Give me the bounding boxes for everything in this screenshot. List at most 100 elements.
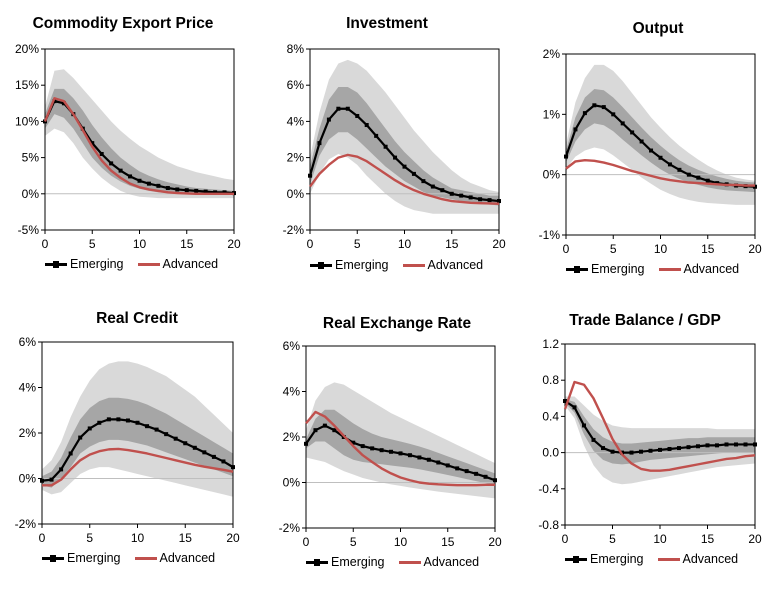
legend-label-advanced: Advanced	[683, 262, 740, 276]
y-tick-label: 0%	[19, 472, 37, 486]
data-point-emerging	[165, 186, 170, 191]
chart-legend: Emerging Advanced	[565, 552, 738, 566]
data-point-emerging	[332, 428, 337, 433]
x-tick-label: 0	[563, 242, 570, 256]
chart-legend: Emerging Advanced	[42, 551, 215, 565]
data-point-emerging	[313, 428, 318, 433]
legend-swatch-advanced	[134, 556, 157, 560]
data-point-emerging	[364, 123, 369, 128]
chart-legend: Emerging Advanced	[306, 555, 479, 569]
x-tick-label: 5	[354, 237, 361, 251]
x-tick-label: 15	[180, 237, 194, 251]
data-point-emerging	[336, 106, 341, 111]
data-point-emerging	[648, 448, 653, 453]
data-point-emerging	[455, 466, 460, 471]
legend-swatch-emerging	[565, 555, 587, 563]
data-point-emerging	[686, 445, 691, 450]
y-tick-label: 0%	[22, 187, 40, 201]
y-tick-label: 1.2	[542, 337, 559, 351]
x-tick-label: 20	[488, 535, 502, 549]
y-tick-label: -0.4	[538, 482, 559, 496]
legend-label-advanced: Advanced	[427, 258, 484, 272]
data-point-emerging	[360, 444, 365, 449]
data-point-emerging	[629, 450, 634, 455]
legend-label-emerging: Emerging	[590, 552, 644, 566]
x-tick-label: 5	[89, 237, 96, 251]
data-point-emerging	[355, 113, 360, 118]
data-point-emerging	[753, 184, 757, 189]
data-point-emerging	[407, 453, 412, 458]
series-line-advanced	[42, 447, 234, 487]
data-point-emerging	[667, 162, 672, 167]
data-point-emerging	[734, 442, 738, 447]
legend-label-advanced: Advanced	[423, 555, 480, 569]
data-point-emerging	[572, 405, 577, 410]
data-point-emerging	[175, 187, 180, 192]
data-point-emerging	[564, 154, 568, 159]
y-tick-label: -2%	[15, 517, 37, 531]
x-tick-label: 20	[227, 237, 241, 251]
y-tick-label: 4%	[283, 385, 301, 399]
y-tick-label: -2%	[283, 223, 305, 237]
x-tick-label: 0	[562, 532, 569, 546]
data-point-emerging	[483, 474, 488, 479]
data-point-emerging	[183, 441, 188, 446]
data-point-emerging	[326, 117, 331, 122]
chart-title: Trade Balance / GDP	[569, 312, 721, 329]
data-point-emerging	[49, 477, 54, 482]
y-tick-label: 6%	[19, 335, 37, 349]
legend-label-advanced: Advanced	[682, 552, 739, 566]
data-point-emerging	[436, 460, 441, 465]
legend-label-advanced: Advanced	[159, 551, 216, 565]
data-point-emerging	[445, 463, 450, 468]
data-point-emerging	[383, 144, 388, 149]
data-point-emerging	[686, 172, 691, 177]
x-tick-label: 15	[441, 535, 455, 549]
data-point-emerging	[417, 455, 422, 460]
x-tick-label: 5	[609, 532, 616, 546]
y-tick-label: 6%	[287, 78, 305, 92]
data-point-emerging	[393, 155, 398, 160]
y-tick-label: -1%	[539, 228, 561, 242]
data-point-emerging	[192, 445, 197, 450]
data-point-emerging	[78, 435, 83, 440]
data-point-emerging	[345, 106, 350, 111]
y-tick-label: 2%	[543, 47, 561, 61]
y-tick-label: 6%	[283, 339, 301, 353]
y-tick-label: 1%	[543, 107, 561, 121]
x-tick-label: 10	[654, 242, 668, 256]
data-point-emerging	[308, 173, 312, 178]
chart-title: Real Credit	[96, 310, 178, 327]
data-point-emerging	[667, 446, 672, 451]
x-tick-label: 10	[131, 531, 145, 545]
data-point-emerging	[497, 199, 501, 204]
y-tick-label: 0%	[283, 476, 301, 490]
data-point-emerging	[753, 442, 757, 447]
data-point-emerging	[449, 191, 454, 196]
data-point-emerging	[601, 105, 606, 110]
confidence-band-outer	[45, 69, 234, 199]
data-point-emerging	[493, 478, 497, 483]
data-point-emerging	[610, 449, 615, 454]
y-tick-label: 8%	[287, 42, 305, 56]
data-point-emerging	[370, 446, 375, 451]
data-point-emerging	[128, 174, 133, 179]
series-line-advanced	[563, 380, 756, 472]
series-line-advanced	[43, 97, 234, 195]
data-point-emerging	[611, 112, 616, 117]
data-point-emerging	[203, 189, 208, 194]
legend-swatch-emerging	[566, 265, 588, 273]
confidence-band-inner	[45, 88, 234, 195]
legend-label-emerging: Emerging	[335, 258, 389, 272]
x-tick-label: 10	[133, 237, 147, 251]
data-point-emerging	[620, 121, 625, 126]
chart-legend: Emerging Advanced	[566, 262, 739, 276]
data-point-emerging	[715, 181, 720, 186]
data-point-emerging	[478, 197, 483, 202]
